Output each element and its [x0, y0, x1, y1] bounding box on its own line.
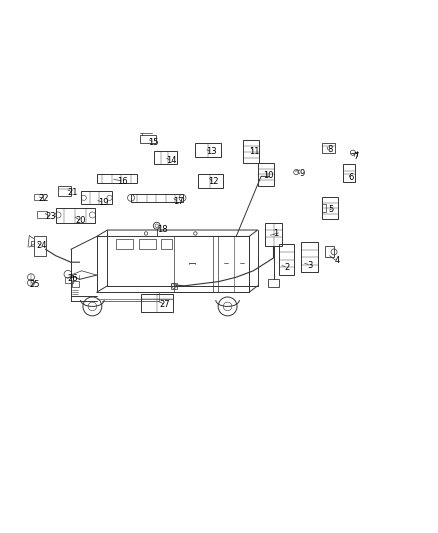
Bar	[97, 174, 138, 183]
Text: 12: 12	[208, 177, 219, 187]
Text: 26: 26	[68, 273, 78, 282]
Bar	[162, 239, 172, 249]
Text: 9: 9	[299, 169, 304, 178]
Text: 17: 17	[173, 197, 184, 206]
Bar	[116, 239, 133, 249]
Bar	[301, 242, 318, 272]
Bar	[322, 204, 326, 212]
Text: 1: 1	[273, 229, 278, 238]
Text: 4: 4	[335, 256, 339, 265]
Bar	[322, 197, 338, 219]
Bar	[265, 223, 282, 246]
Bar	[195, 143, 221, 157]
Text: 5: 5	[329, 205, 334, 214]
Bar	[218, 237, 249, 292]
Bar	[243, 140, 259, 164]
Bar	[325, 246, 334, 257]
Text: 16: 16	[117, 177, 128, 186]
Bar	[65, 277, 73, 283]
Text: 8: 8	[327, 146, 332, 154]
Bar	[279, 244, 294, 275]
Bar	[174, 237, 212, 292]
Bar	[268, 279, 279, 287]
Bar	[140, 135, 156, 143]
Text: 14: 14	[166, 156, 176, 165]
Bar	[58, 186, 71, 196]
Bar	[139, 239, 156, 249]
Bar	[56, 208, 95, 223]
Bar	[322, 143, 335, 153]
Text: 7: 7	[353, 152, 359, 160]
Bar	[171, 283, 177, 289]
Text: 27: 27	[159, 300, 170, 309]
Bar	[258, 163, 274, 186]
Text: 18: 18	[157, 224, 167, 233]
Text: 22: 22	[39, 194, 49, 203]
Bar	[36, 211, 47, 217]
Bar	[72, 281, 80, 287]
Bar	[34, 237, 46, 256]
Bar	[343, 164, 356, 182]
Text: 13: 13	[206, 148, 216, 156]
Text: 10: 10	[264, 172, 274, 181]
Text: 23: 23	[45, 212, 56, 221]
Text: 21: 21	[68, 188, 78, 197]
Text: 11: 11	[249, 147, 260, 156]
Text: 20: 20	[75, 216, 86, 225]
Bar	[81, 191, 112, 204]
Bar	[154, 151, 177, 164]
Text: 24: 24	[36, 241, 47, 251]
Bar	[141, 294, 173, 312]
Text: 6: 6	[349, 173, 354, 182]
Bar	[34, 193, 43, 200]
Text: 25: 25	[29, 280, 40, 289]
Bar	[131, 193, 183, 202]
Text: 15: 15	[148, 138, 159, 147]
Text: 3: 3	[307, 261, 313, 270]
Text: 2: 2	[284, 263, 290, 272]
Bar	[31, 241, 35, 246]
Bar	[198, 174, 223, 188]
Text: 19: 19	[98, 198, 109, 207]
